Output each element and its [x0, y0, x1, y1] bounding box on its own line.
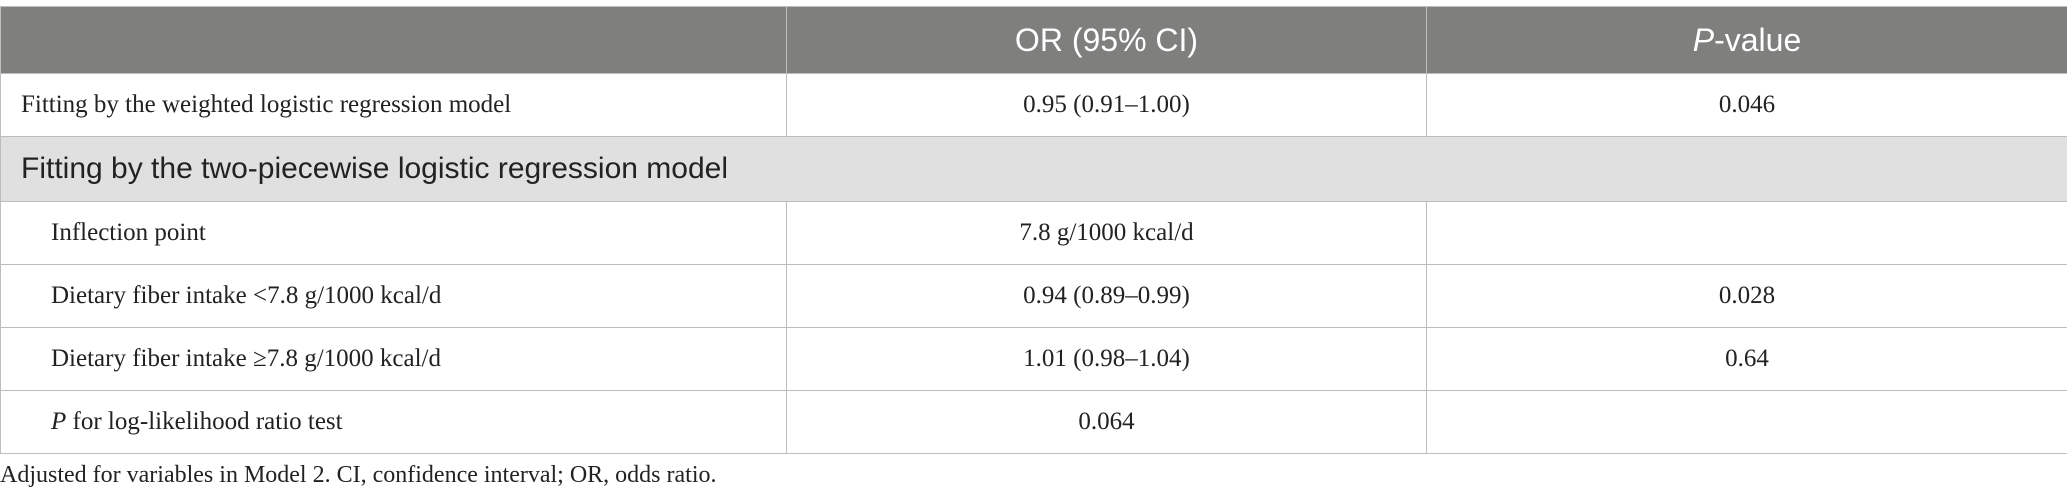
row: P for log-likelihood ratio test 0.064 — [0, 390, 2067, 454]
header-cell: OR (95% CI) — [786, 6, 1427, 74]
or-cell: 0.94 (0.89–0.99) — [786, 264, 1427, 328]
label-cell: Dietary fiber intake ≥7.8 g/1000 kcal/d — [0, 327, 787, 391]
header-cell: P-value — [1426, 6, 2067, 74]
label-cell: P for log-likelihood ratio test — [0, 390, 787, 454]
or-cell: 7.8 g/1000 kcal/d — [786, 201, 1427, 265]
label-cell: Inflection point — [0, 201, 787, 265]
footnote: Adjusted for variables in Model 2. CI, c… — [0, 462, 717, 488]
row: Fitting by the weighted logistic regress… — [0, 73, 2067, 137]
section-cell: Fitting by the two-piecewise logistic re… — [0, 136, 2067, 202]
p-cell: 0.64 — [1426, 327, 2067, 391]
p-cell — [1426, 201, 2067, 265]
p-cell: 0.046 — [1426, 73, 2067, 137]
row: Dietary fiber intake ≥7.8 g/1000 kcal/d … — [0, 327, 2067, 391]
label-cell: Fitting by the weighted logistic regress… — [0, 73, 787, 137]
text: for log-likelihood ratio test — [66, 408, 343, 435]
header-cell — [0, 6, 787, 74]
results-table: OR (95% CI) P-value Fitting by the weigh… — [0, 6, 2067, 454]
row: Dietary fiber intake <7.8 g/1000 kcal/d … — [0, 264, 2067, 328]
or-cell: 1.01 (0.98–1.04) — [786, 327, 1427, 391]
row: Inflection point 7.8 g/1000 kcal/d — [0, 201, 2067, 265]
or-cell: 0.064 — [786, 390, 1427, 454]
text: -value — [1714, 21, 1802, 58]
or-cell: 0.95 (0.91–1.00) — [786, 73, 1427, 137]
italic-text: P — [51, 408, 67, 435]
p-cell — [1426, 390, 2067, 454]
label-cell: Dietary fiber intake <7.8 g/1000 kcal/d — [0, 264, 787, 328]
header-row: OR (95% CI) P-value — [0, 6, 2067, 74]
p-cell: 0.028 — [1426, 264, 2067, 328]
italic-text: P — [1692, 21, 1715, 58]
section-row: Fitting by the two-piecewise logistic re… — [0, 136, 2067, 202]
